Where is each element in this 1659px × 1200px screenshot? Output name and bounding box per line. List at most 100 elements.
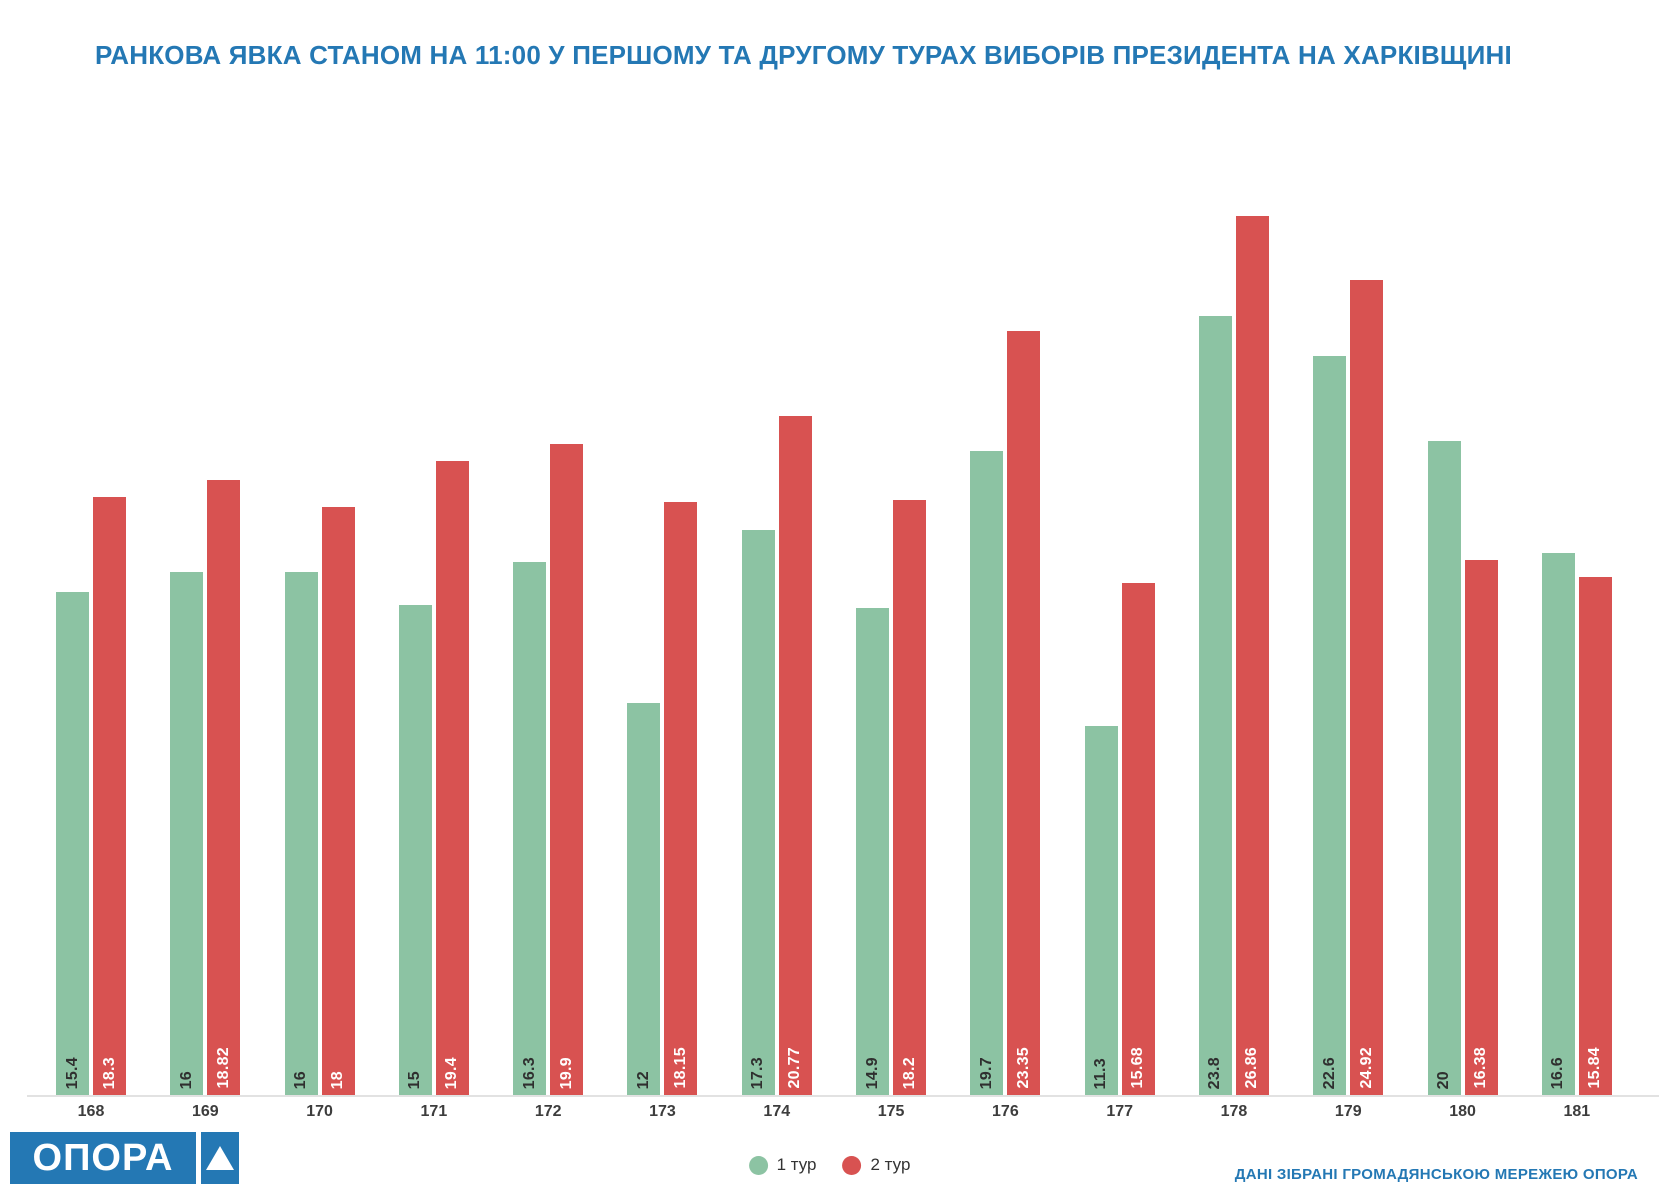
bar-value-label: 17.3 xyxy=(749,1056,767,1089)
legend-label-round1: 1 тур xyxy=(776,1155,817,1174)
round2-dot-icon xyxy=(842,1155,862,1175)
bar-179-round2: 24.92 xyxy=(1350,279,1384,1097)
x-axis-label-170: 170 xyxy=(306,1103,333,1120)
bar-group-176: 19.7 23.35 xyxy=(970,331,1041,1097)
bar-171-round2: 19.4 xyxy=(435,460,469,1097)
opora-logo-mark xyxy=(201,1132,239,1184)
bar-181-round2: 15.84 xyxy=(1578,577,1612,1097)
x-axis-label-171: 171 xyxy=(420,1103,448,1120)
x-axis-label-176: 176 xyxy=(992,1103,1019,1120)
bar-172-round2: 19.9 xyxy=(550,444,584,1097)
bar-value-label: 22.6 xyxy=(1320,1056,1338,1089)
bar-179-round1: 22.6 xyxy=(1313,355,1347,1097)
bar-170-round2: 18 xyxy=(321,506,355,1097)
x-axis-label-172: 172 xyxy=(534,1103,562,1120)
bar-group-175: 14.9 18.2 xyxy=(856,500,927,1097)
bar-value-label: 23.8 xyxy=(1206,1056,1224,1089)
legend-item-round2: 2 тур xyxy=(842,1155,911,1175)
bar-value-label: 20 xyxy=(1435,1070,1453,1089)
bar-group-171: 15 19.4 xyxy=(398,460,469,1097)
bar-value-label: 16 xyxy=(292,1070,310,1089)
triangle-icon xyxy=(206,1146,234,1170)
bar-value-label: 18.82 xyxy=(214,1047,232,1089)
bar-value-label: 19.7 xyxy=(977,1056,995,1089)
x-axis-label-180: 180 xyxy=(1449,1103,1476,1120)
bar-174-round2: 20.77 xyxy=(778,415,812,1097)
x-axis-label-169: 169 xyxy=(191,1103,219,1120)
bar-value-label: 15 xyxy=(406,1070,424,1089)
bar-180-round1: 20 xyxy=(1427,441,1461,1097)
bar-176-round1: 19.7 xyxy=(970,450,1004,1097)
bar-value-label: 16.6 xyxy=(1549,1056,1567,1089)
bar-group-168: 15.4 18.3 xyxy=(56,496,126,1097)
bar-value-label: 15.84 xyxy=(1586,1047,1604,1089)
x-axis-labels: 168 169 170 171 172 173 174 175 176 177 178 179 180 1… xyxy=(56,1103,1612,1121)
bar-chart-plot-area: 15.4 18.3 16 18.82 16 18 15 19.4 16.3 19.9 12 18.15… xyxy=(56,216,1612,1097)
bar-173-round1: 12 xyxy=(627,703,661,1097)
bar-group-181: 16.6 15.84 xyxy=(1541,552,1612,1097)
bar-value-label: 18.2 xyxy=(900,1056,918,1089)
chart-legend: 1 тур 2 тур xyxy=(748,1155,911,1175)
bar-178-round1: 23.8 xyxy=(1198,316,1232,1097)
legend-label-round2: 2 тур xyxy=(870,1155,911,1174)
bar-174-round1: 17.3 xyxy=(741,529,775,1097)
bar-group-174: 17.3 20.77 xyxy=(741,415,812,1097)
x-axis-label-177: 177 xyxy=(1106,1103,1134,1120)
data-source-credit: ДАНІ ЗІБРАНІ ГРОМАДЯНСЬКОЮ МЕРЕЖЕЮ ОПОРА xyxy=(1234,1166,1638,1183)
legend-item-round1: 1 тур xyxy=(748,1155,817,1175)
bar-group-178: 23.8 26.86 xyxy=(1198,216,1269,1097)
bar-169-round1: 16 xyxy=(170,572,204,1097)
bar-value-label: 19.9 xyxy=(557,1056,575,1089)
x-axis-label-181: 181 xyxy=(1563,1103,1591,1120)
x-axis-label-179: 179 xyxy=(1334,1103,1362,1120)
bar-180-round2: 16.38 xyxy=(1464,559,1498,1097)
bar-group-173: 12 18.15 xyxy=(627,501,698,1097)
bar-value-label: 15.4 xyxy=(63,1056,81,1089)
bar-173-round2: 18.15 xyxy=(664,501,698,1097)
bar-value-label: 18.3 xyxy=(100,1056,118,1089)
bar-176-round2: 23.35 xyxy=(1007,331,1041,1097)
round1-dot-icon xyxy=(748,1155,768,1175)
bar-value-label: 26.86 xyxy=(1243,1047,1261,1089)
bar-value-label: 19.4 xyxy=(443,1056,461,1089)
x-axis-label-178: 178 xyxy=(1220,1103,1248,1120)
bar-175-round2: 18.2 xyxy=(893,500,927,1097)
bar-group-179: 22.6 24.92 xyxy=(1313,279,1384,1097)
x-axis-label-175: 175 xyxy=(877,1103,905,1120)
x-axis-label-174: 174 xyxy=(763,1103,791,1120)
bar-168-round2: 18.3 xyxy=(93,496,126,1097)
x-axis-label-173: 173 xyxy=(649,1103,676,1120)
bar-value-label: 20.77 xyxy=(786,1047,804,1089)
bar-171-round1: 15 xyxy=(398,605,432,1097)
bar-177-round1: 11.3 xyxy=(1084,726,1118,1097)
bar-value-label: 16 xyxy=(177,1070,195,1089)
x-axis-line xyxy=(27,1095,1659,1097)
x-axis-label-168: 168 xyxy=(77,1103,105,1120)
bar-175-round1: 14.9 xyxy=(856,608,890,1097)
bar-value-label: 16.38 xyxy=(1472,1047,1490,1089)
bar-170-round1: 16 xyxy=(284,572,318,1097)
bar-value-label: 24.92 xyxy=(1357,1047,1375,1089)
chart-title: РАНКОВА ЯВКА СТАНОМ НА 11:00 У ПЕРШОМУ Т… xyxy=(95,40,1512,70)
bar-group-172: 16.3 19.9 xyxy=(513,444,584,1097)
bar-172-round1: 16.3 xyxy=(513,562,547,1097)
bar-169-round2: 18.82 xyxy=(207,479,241,1097)
bar-group-170: 16 18 xyxy=(284,506,355,1097)
bar-value-label: 18 xyxy=(329,1070,347,1089)
bar-value-label: 23.35 xyxy=(1014,1047,1032,1089)
bar-value-label: 18.15 xyxy=(671,1047,689,1089)
bar-168-round1: 15.4 xyxy=(56,591,89,1097)
bar-group-177: 11.3 15.68 xyxy=(1084,582,1155,1097)
bar-value-label: 14.9 xyxy=(863,1056,881,1089)
bar-value-label: 11.3 xyxy=(1092,1057,1110,1089)
opora-logo-wordmark: ОПОРА xyxy=(10,1132,196,1184)
bar-177-round2: 15.68 xyxy=(1121,582,1155,1097)
opora-logo: ОПОРА xyxy=(10,1132,239,1184)
bar-group-169: 16 18.82 xyxy=(170,479,241,1097)
bar-value-label: 12 xyxy=(634,1070,652,1089)
bar-value-label: 15.68 xyxy=(1129,1047,1147,1089)
bar-value-label: 16.3 xyxy=(520,1056,538,1089)
bar-178-round2: 26.86 xyxy=(1235,216,1269,1097)
bar-group-180: 20 16.38 xyxy=(1427,441,1498,1097)
